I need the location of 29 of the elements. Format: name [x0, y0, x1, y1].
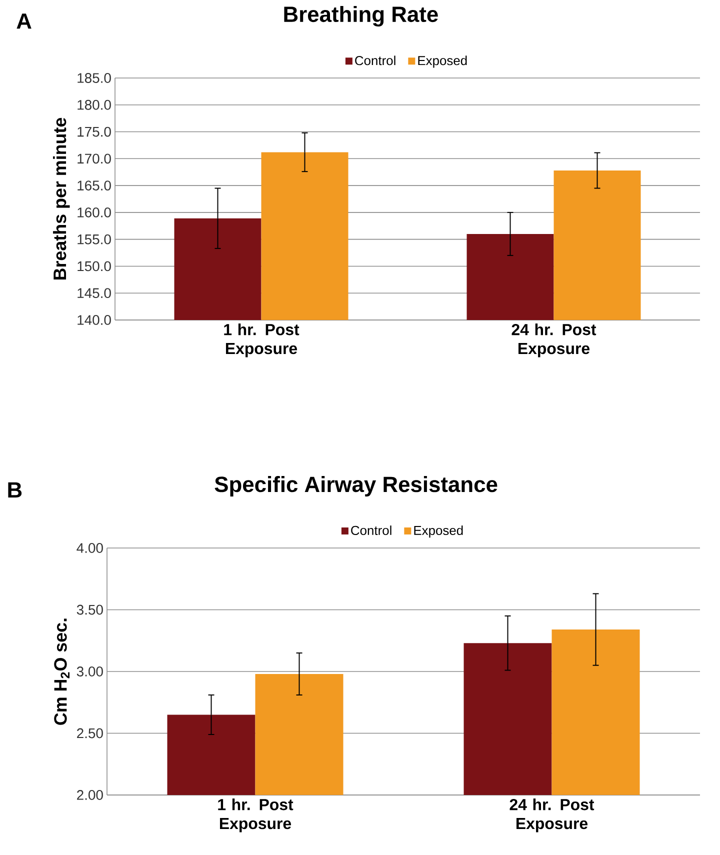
- y-tick-label: 155.0: [78, 234, 111, 244]
- y-tick-label: 4.00: [76, 543, 103, 553]
- y-tick-label: 2.50: [77, 728, 103, 738]
- y-tick-label: 165.0: [78, 180, 111, 190]
- y-tick-label: 3.00: [76, 666, 103, 676]
- x-tick-label: 1 hr. Post Exposure: [218, 798, 294, 832]
- text: A: [16, 14, 32, 29]
- chart-title: Breathing Rate: [284, 6, 438, 26]
- y-tick-label: 140.0: [78, 315, 111, 325]
- legend-label: Exposed: [414, 526, 463, 538]
- chart-title: Specific Airway Resistance: [214, 476, 498, 496]
- text: B: [8, 482, 22, 498]
- y-tick-label: 3.50: [76, 604, 103, 615]
- legend-label: Exposed: [418, 56, 467, 68]
- y-tick-label: 160.0: [78, 207, 111, 218]
- legend-label: Control: [355, 56, 396, 66]
- y-tick-label: 145.0: [78, 288, 111, 298]
- x-tick-label: 24 hr. Post Exposure: [512, 324, 596, 358]
- y-tick-label: 170.0: [78, 154, 111, 164]
- y-tick-label: 180.0: [78, 100, 111, 110]
- y-tick-label: 2.00: [77, 790, 103, 800]
- y-axis-title: Breaths per minute: [53, 118, 70, 280]
- x-tick-label: 1 hr. Post Exposure: [224, 324, 300, 358]
- x-tick-label: 24 hr. Post Exposure: [510, 798, 594, 832]
- legend-label: Control: [351, 526, 392, 536]
- y-tick-label: 150.0: [78, 261, 111, 272]
- y-tick-label: 175.0: [78, 126, 111, 137]
- y-axis-title: Cm H$_{2}$O sec.: [54, 618, 70, 725]
- y-tick-label: 185.0: [78, 73, 111, 83]
